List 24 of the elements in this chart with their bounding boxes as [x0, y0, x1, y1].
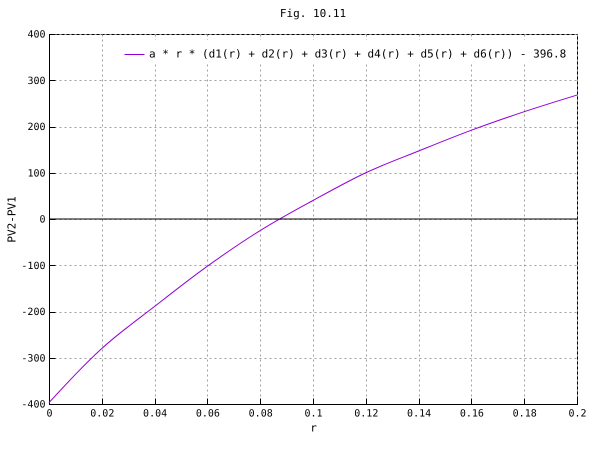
y-tick-label: -300 — [21, 353, 46, 364]
x-tick-label: 0.04 — [143, 408, 168, 420]
y-tick-label: -100 — [21, 260, 46, 272]
y-tick-label: -200 — [21, 307, 46, 318]
x-tick-label: 0.02 — [90, 408, 114, 420]
y-tick-label: 300 — [27, 76, 46, 87]
x-tick-label: 0.12 — [354, 408, 378, 420]
y-tick-label: 400 — [27, 30, 46, 40]
x-tick-label: 0.2 — [568, 408, 587, 420]
x-axis-title: r — [310, 422, 318, 434]
chart-title: Fig. 10.11 — [280, 7, 346, 20]
y-tick-label: 100 — [27, 168, 46, 180]
y-tick-label: 200 — [27, 122, 46, 133]
x-tick-label: 0.06 — [196, 408, 220, 420]
y-tick-label: 0 — [39, 214, 46, 226]
x-tick-label: 0 — [46, 408, 53, 420]
x-tick-label: 0.1 — [304, 408, 323, 420]
y-tick-label: -400 — [21, 400, 46, 410]
x-tick-label: 0.08 — [248, 408, 273, 420]
y-axis-title: PV2-PV1 — [5, 196, 18, 243]
legend-label: a * r * (d1(r) + d2(r) + d3(r) + d4(r) + d5(r) + d6(r)) - 396.8 — [149, 48, 566, 60]
x-tick-label: 0.16 — [460, 408, 484, 420]
x-tick-label: 0.14 — [407, 408, 432, 420]
x-tick-label: 0.18 — [512, 408, 537, 420]
